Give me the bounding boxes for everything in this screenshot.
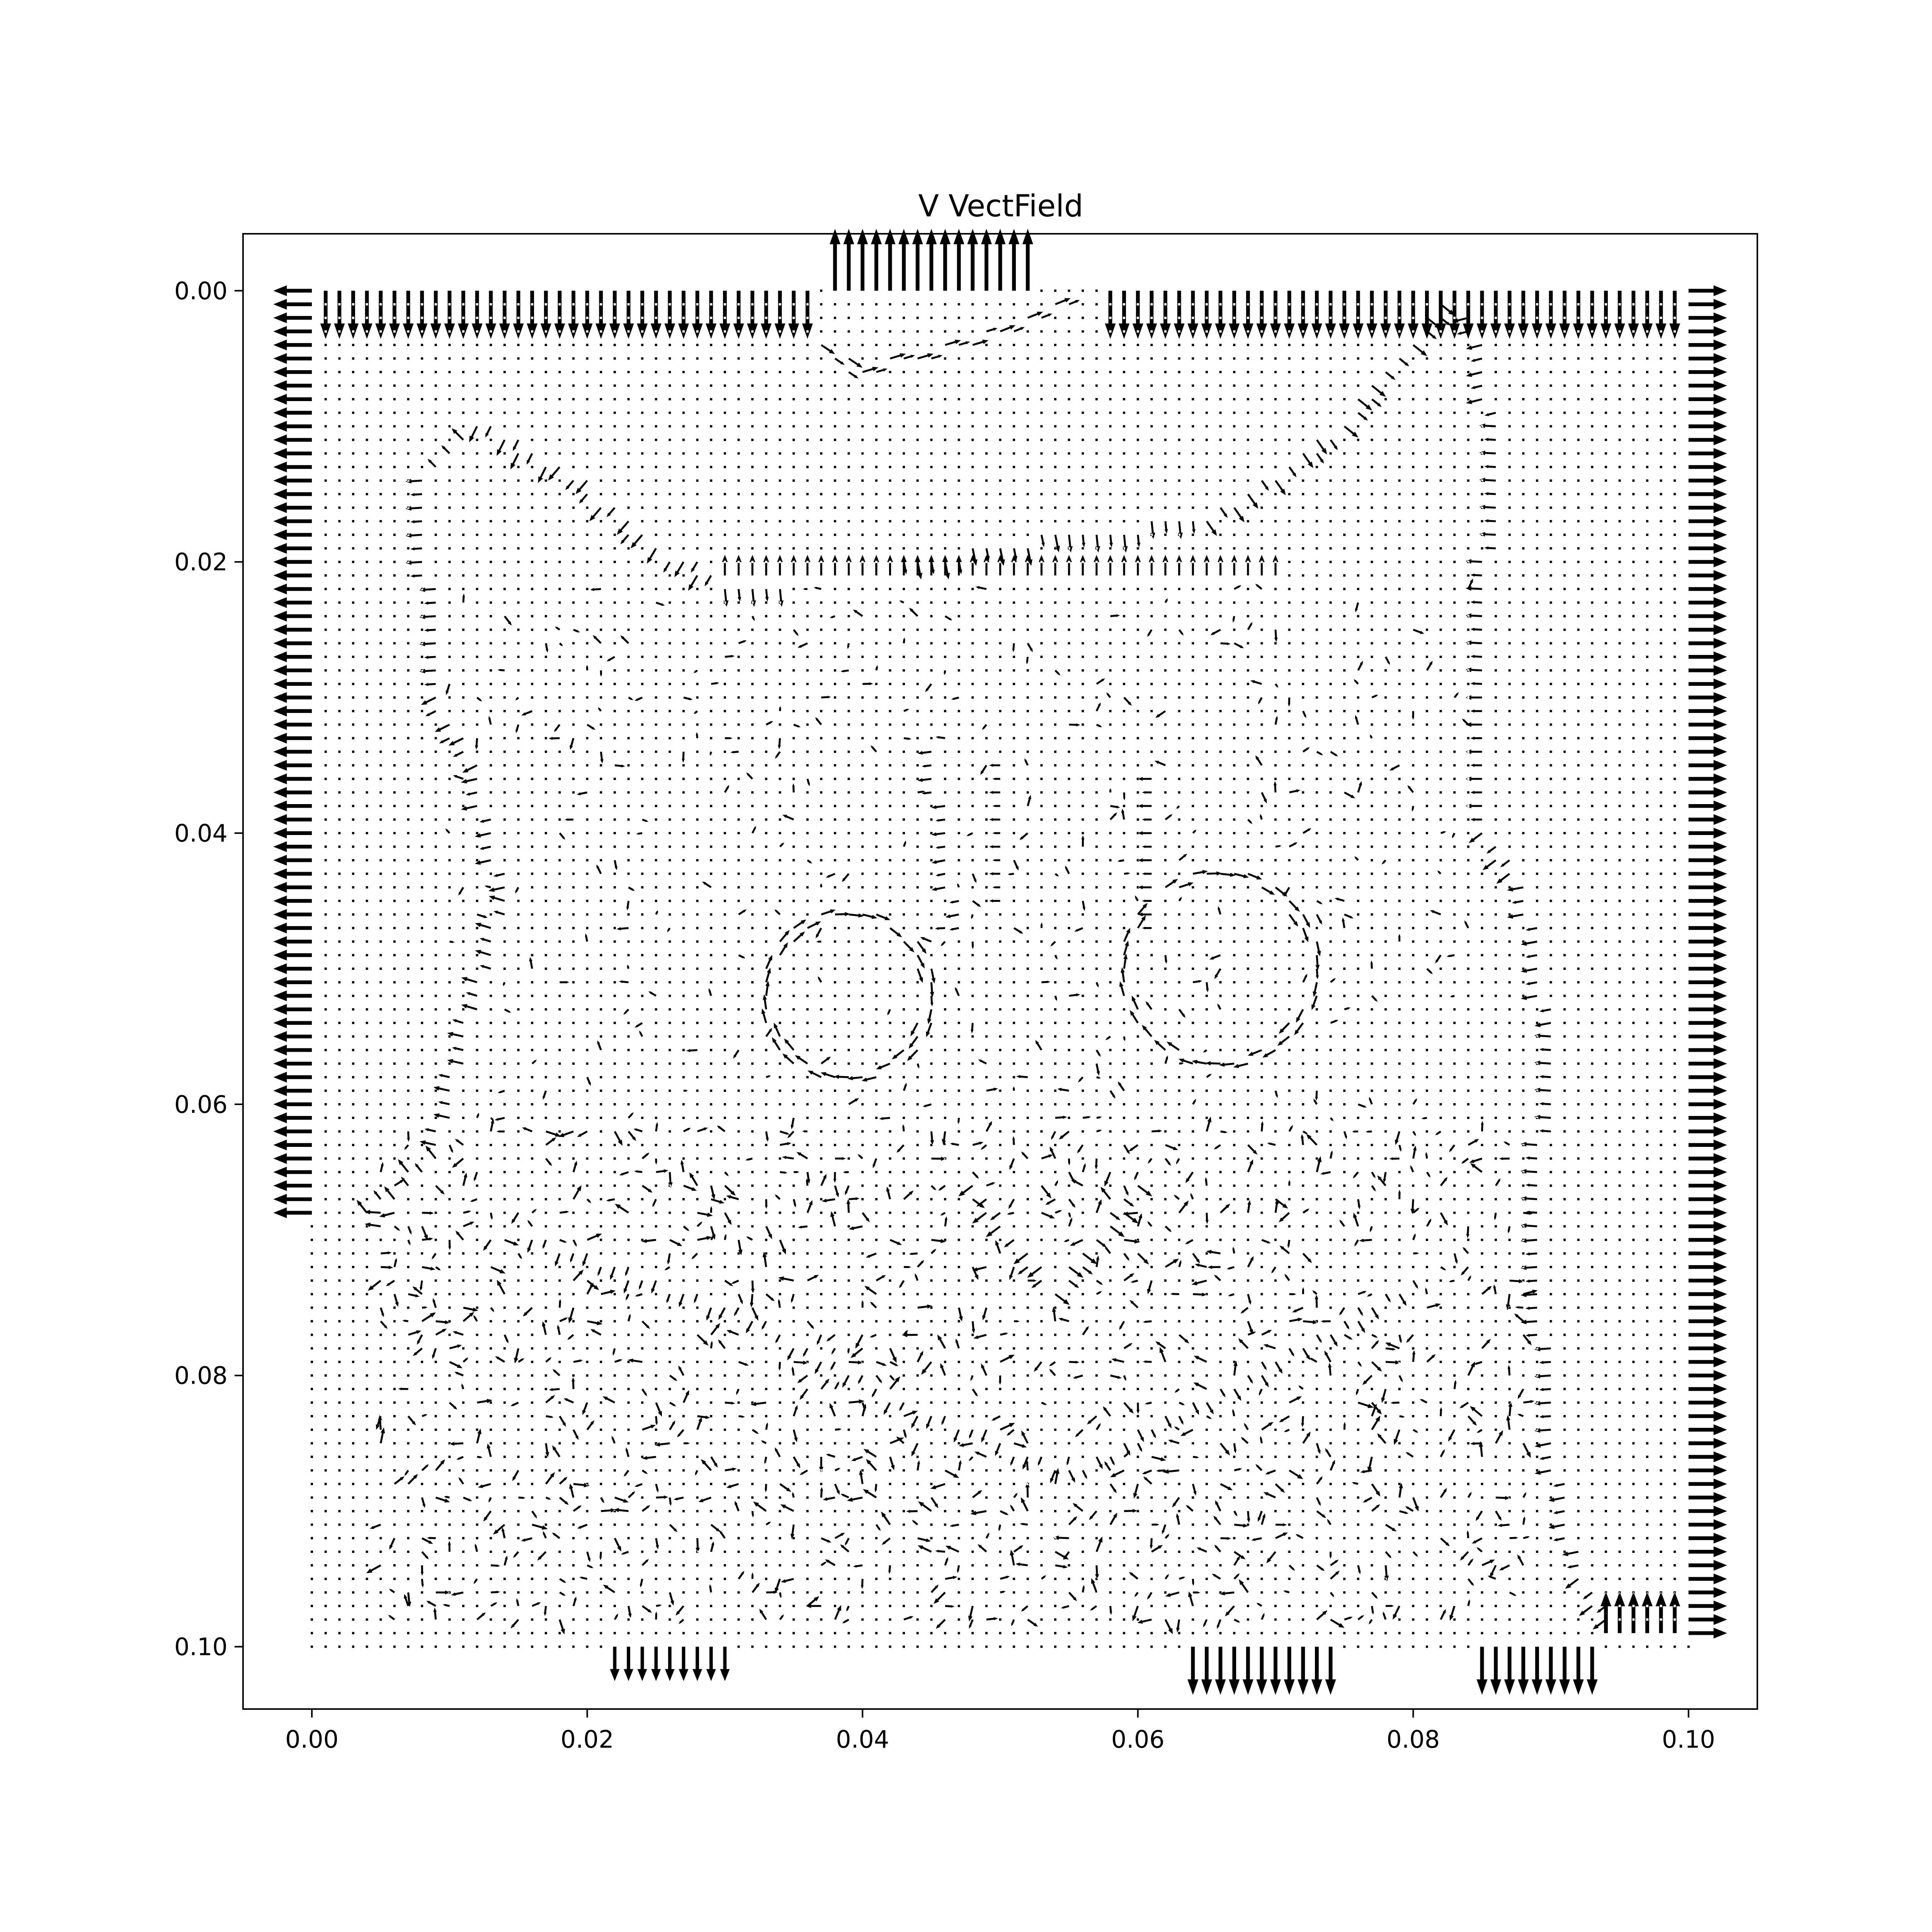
vector-arrows	[273, 229, 1727, 1695]
x-tick-label: 0.08	[1386, 1725, 1440, 1753]
x-tick-label: 0.02	[561, 1725, 614, 1753]
y-tick-label: 0.06	[174, 1090, 228, 1119]
axis-ticks: 0.00 0.02 0.04 0.06 0.08 0.10 0.00 0.02 0.04 0.06…	[174, 277, 1715, 1753]
quiver-arrows	[273, 229, 1727, 1695]
y-tick-label: 0.08	[174, 1362, 228, 1390]
y-tick-label: 0.04	[174, 819, 228, 847]
y-tick-label: 0.02	[174, 548, 228, 576]
x-tick-label: 0.04	[836, 1725, 889, 1753]
x-tick-label: 0.06	[1111, 1725, 1165, 1753]
x-tick-label: 0.10	[1662, 1725, 1715, 1753]
y-tick-label: 0.10	[174, 1633, 228, 1661]
chart-title: V VectField	[918, 189, 1083, 224]
x-tick-label: 0.00	[285, 1725, 338, 1753]
y-tick-label: 0.00	[174, 277, 228, 305]
plot-frame	[242, 233, 1758, 1710]
